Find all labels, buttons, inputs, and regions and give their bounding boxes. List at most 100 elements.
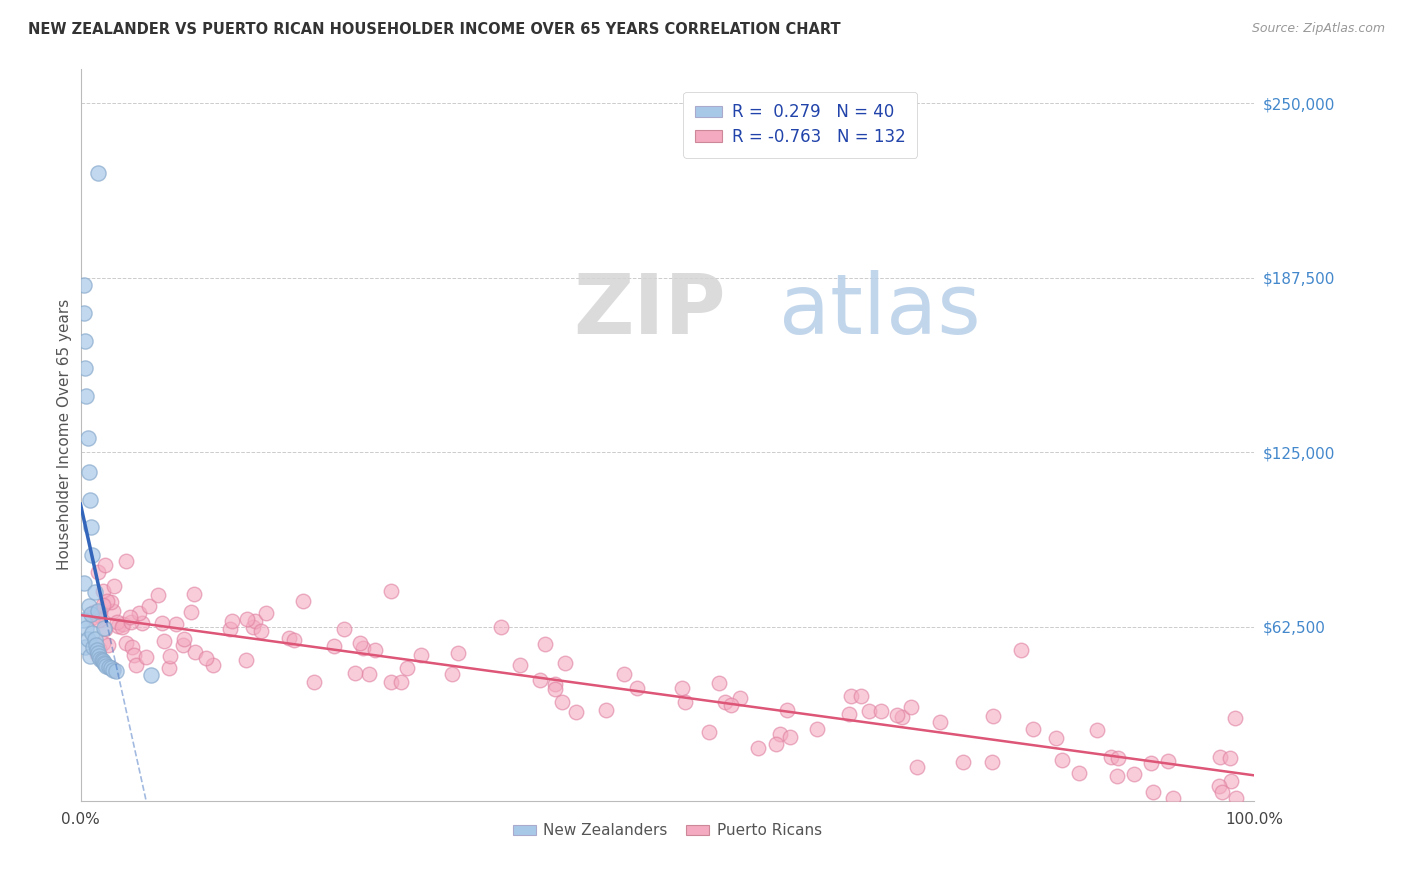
Point <box>104 664 127 678</box>
Point <box>86 647 108 661</box>
Point <box>242 620 264 634</box>
Point <box>928 715 950 730</box>
Point <box>93 621 115 635</box>
Point <box>612 666 634 681</box>
Point <box>851 689 873 703</box>
Point <box>124 648 146 662</box>
Point <box>173 632 195 647</box>
Point <box>1099 749 1122 764</box>
Point <box>447 646 470 660</box>
Point <box>554 656 576 670</box>
Point <box>529 673 551 687</box>
Point <box>96 658 118 673</box>
Point <box>806 723 828 737</box>
Point <box>89 648 111 663</box>
Point <box>1142 785 1164 799</box>
Point <box>194 651 217 665</box>
Point <box>83 632 105 646</box>
Point <box>75 334 97 348</box>
Point <box>858 704 880 718</box>
Point <box>713 695 735 709</box>
Point <box>131 615 153 630</box>
Point <box>82 626 104 640</box>
Point <box>283 632 305 647</box>
Point <box>952 755 974 769</box>
Point <box>1211 785 1233 799</box>
Point <box>1157 754 1180 768</box>
Point <box>323 639 346 653</box>
Point <box>86 643 108 657</box>
Point <box>118 610 141 624</box>
Point <box>1045 731 1067 746</box>
Point <box>1087 723 1109 737</box>
Point <box>900 700 922 714</box>
Text: atlas: atlas <box>779 269 980 351</box>
Point <box>83 605 105 619</box>
Point <box>765 737 787 751</box>
Point <box>80 520 103 534</box>
Point <box>100 661 122 675</box>
Point <box>91 635 114 649</box>
Point <box>97 639 120 653</box>
Point <box>87 604 110 618</box>
Point <box>332 622 354 636</box>
Point <box>94 622 117 636</box>
Text: NEW ZEALANDER VS PUERTO RICAN HOUSEHOLDER INCOME OVER 65 YEARS CORRELATION CHART: NEW ZEALANDER VS PUERTO RICAN HOUSEHOLDE… <box>28 22 841 37</box>
Point <box>94 657 117 672</box>
Point <box>150 616 173 631</box>
Point <box>180 606 202 620</box>
Point <box>94 558 117 573</box>
Point <box>1107 751 1129 765</box>
Point <box>409 648 432 662</box>
Point <box>1218 751 1240 765</box>
Point <box>82 549 104 563</box>
Point <box>1208 779 1230 793</box>
Point <box>1209 749 1232 764</box>
Point <box>115 554 138 568</box>
Point <box>77 465 100 479</box>
Point <box>75 361 97 376</box>
Point <box>84 638 107 652</box>
Point <box>626 681 648 695</box>
Point <box>79 648 101 663</box>
Point <box>905 760 928 774</box>
Point <box>159 648 181 663</box>
Point <box>1123 767 1146 781</box>
Point <box>73 277 96 292</box>
Point <box>352 641 374 656</box>
Point <box>82 640 104 655</box>
Point <box>100 595 122 609</box>
Point <box>73 305 96 319</box>
Point <box>357 666 380 681</box>
Point <box>440 666 463 681</box>
Point <box>91 584 114 599</box>
Point <box>380 584 402 599</box>
Point <box>1161 791 1184 805</box>
Point <box>91 654 114 668</box>
Point <box>839 689 862 703</box>
Point <box>183 586 205 600</box>
Point <box>349 636 371 650</box>
Point <box>80 607 103 621</box>
Point <box>93 656 115 670</box>
Point <box>981 755 1004 769</box>
Point <box>304 675 326 690</box>
Point <box>77 599 100 613</box>
Point <box>776 703 799 717</box>
Point <box>128 606 150 620</box>
Point <box>105 615 128 630</box>
Point <box>1022 722 1045 736</box>
Point <box>747 741 769 756</box>
Point <box>96 593 118 607</box>
Point <box>107 619 129 633</box>
Point <box>380 675 402 690</box>
Point <box>1220 774 1243 789</box>
Point <box>709 676 731 690</box>
Point <box>172 638 194 652</box>
Point <box>544 677 567 691</box>
Point <box>75 621 97 635</box>
Point <box>249 624 271 639</box>
Point <box>278 631 301 645</box>
Point <box>75 389 97 403</box>
Point <box>125 657 148 672</box>
